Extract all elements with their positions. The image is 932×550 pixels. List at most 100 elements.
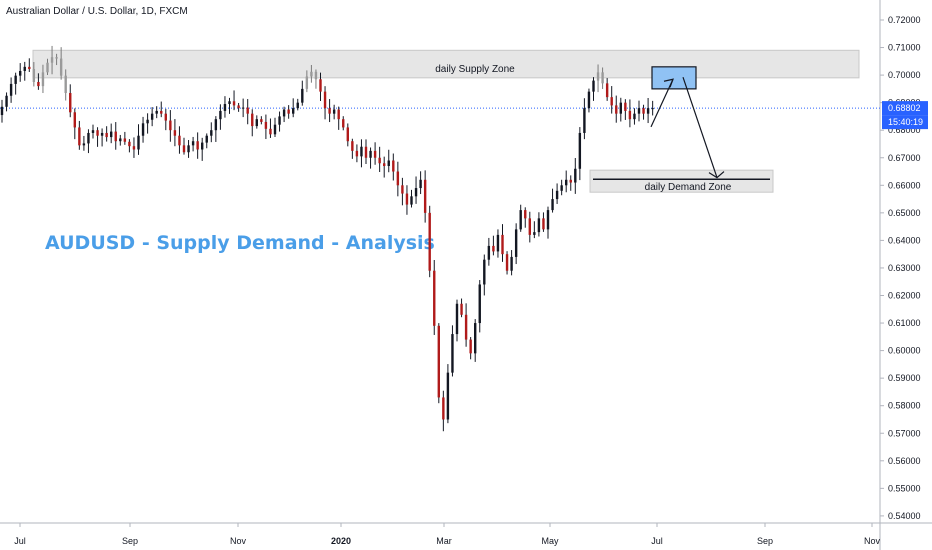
candle-body xyxy=(14,75,17,84)
candle-body xyxy=(351,141,354,151)
candle-body xyxy=(223,104,227,111)
candle-body xyxy=(546,210,550,230)
y-tick-label: 0.60000 xyxy=(888,346,921,356)
y-tick-label: 0.58000 xyxy=(888,401,921,411)
candle-body xyxy=(323,91,327,109)
projection-path-up xyxy=(650,78,674,128)
x-tick-label: Mar xyxy=(436,536,452,546)
candle-body xyxy=(569,179,572,183)
candle-body xyxy=(360,146,363,157)
candle-body xyxy=(419,179,422,189)
candle-body xyxy=(560,185,563,191)
candle-body xyxy=(542,218,545,230)
x-tick-label: Nov xyxy=(864,536,881,546)
candle-body xyxy=(282,109,286,117)
candle-body xyxy=(505,254,509,271)
projection-target-box xyxy=(651,66,697,90)
candle-body xyxy=(187,145,190,153)
candle-body xyxy=(201,142,204,150)
supply-zone-rect xyxy=(32,49,860,79)
candle-body xyxy=(59,58,63,76)
candle-body xyxy=(628,110,632,120)
candle-body xyxy=(169,120,172,131)
candle-body xyxy=(9,83,13,96)
y-tick-label: 0.62000 xyxy=(888,291,921,301)
candle-body xyxy=(524,210,527,219)
candle-body xyxy=(646,108,650,114)
candle-body xyxy=(32,69,36,82)
candle-body xyxy=(228,101,231,105)
candle-body xyxy=(514,229,518,257)
candle-body xyxy=(100,132,104,136)
candle-body xyxy=(141,123,145,136)
candle-body xyxy=(319,79,322,92)
candle-body xyxy=(528,218,531,235)
projection-arrowhead-up xyxy=(663,78,674,88)
candle-body xyxy=(537,218,541,233)
candle-body xyxy=(492,245,495,252)
candle-body xyxy=(132,146,136,150)
candle-body xyxy=(337,109,340,120)
candle-body xyxy=(496,234,500,252)
x-tick-label: Jul xyxy=(651,536,663,546)
candle-body xyxy=(278,116,281,125)
candle-body xyxy=(241,107,245,109)
candle-body xyxy=(624,102,627,111)
candle-body xyxy=(5,95,8,107)
candle-body xyxy=(287,109,290,114)
candle-body xyxy=(601,72,604,84)
candle-body xyxy=(232,101,236,106)
candle-body xyxy=(592,80,595,92)
candle-body xyxy=(483,259,486,285)
projection-arrowhead-down xyxy=(708,171,725,179)
candle-body xyxy=(314,71,318,80)
candle-body xyxy=(596,72,600,81)
candle-body xyxy=(28,66,31,70)
y-tick-label: 0.56000 xyxy=(888,456,921,466)
x-tick-label: Jul xyxy=(14,536,26,546)
candle-body xyxy=(373,150,377,158)
candle-body xyxy=(255,119,258,127)
y-tick-label: 0.64000 xyxy=(888,235,921,245)
candle-body xyxy=(551,199,554,211)
candle-body xyxy=(410,196,413,205)
candle-body xyxy=(487,245,491,260)
x-tick-label: Nov xyxy=(230,536,247,546)
y-tick-label: 0.59000 xyxy=(888,373,921,383)
candle-body xyxy=(128,141,131,147)
y-tick-label: 0.63000 xyxy=(888,263,921,273)
candle-body xyxy=(451,334,454,373)
candle-body xyxy=(23,66,26,71)
candle-body xyxy=(246,107,249,114)
y-tick-label: 0.66000 xyxy=(888,180,921,190)
candle-body xyxy=(210,130,213,136)
candle-body xyxy=(82,143,86,146)
candle-body xyxy=(364,146,368,158)
candle-body xyxy=(433,270,436,326)
y-tick-label: 0.55000 xyxy=(888,483,921,493)
candle-body xyxy=(123,138,127,142)
candle-body xyxy=(555,190,559,200)
candle-body xyxy=(137,135,140,150)
y-tick-label: 0.67000 xyxy=(888,153,921,163)
candle-body xyxy=(78,127,81,146)
candle-body xyxy=(110,131,113,138)
candle-body xyxy=(642,108,645,114)
candle-body xyxy=(219,110,222,120)
candle-body xyxy=(578,132,582,169)
candle-body xyxy=(383,163,386,167)
candle-body xyxy=(510,256,513,271)
candle-body xyxy=(387,160,390,167)
candle-body xyxy=(296,102,299,109)
candle-body xyxy=(583,108,586,133)
candle-body xyxy=(150,113,154,120)
candle-body xyxy=(619,102,622,114)
candle-body xyxy=(205,135,208,143)
candle-body xyxy=(292,108,295,114)
y-tick-label: 0.70000 xyxy=(888,70,921,80)
candle-body xyxy=(533,232,536,235)
candle-body xyxy=(273,124,277,135)
candle-body xyxy=(478,284,481,324)
